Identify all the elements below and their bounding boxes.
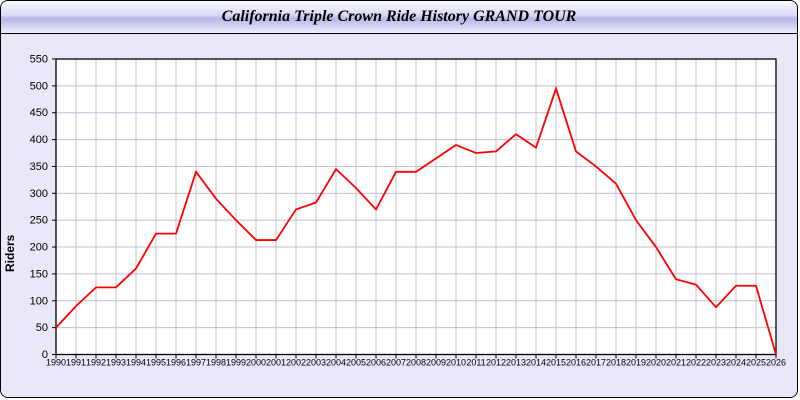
svg-text:2019: 2019 (626, 358, 646, 368)
svg-text:2018: 2018 (606, 358, 626, 368)
svg-text:1991: 1991 (66, 358, 86, 368)
svg-text:2025: 2025 (746, 358, 766, 368)
svg-text:2004: 2004 (326, 358, 346, 368)
svg-text:2016: 2016 (566, 358, 586, 368)
svg-text:2024: 2024 (726, 358, 746, 368)
svg-text:1990: 1990 (46, 358, 66, 368)
svg-text:300: 300 (30, 188, 48, 200)
svg-text:400: 400 (30, 134, 48, 146)
svg-text:500: 500 (30, 80, 48, 92)
svg-text:2023: 2023 (706, 358, 726, 368)
svg-text:2003: 2003 (306, 358, 326, 368)
svg-text:350: 350 (30, 161, 48, 173)
svg-text:1992: 1992 (86, 358, 106, 368)
svg-text:2007: 2007 (386, 358, 406, 368)
svg-text:1997: 1997 (186, 358, 206, 368)
svg-text:2014: 2014 (526, 358, 546, 368)
svg-text:150: 150 (30, 268, 48, 280)
svg-text:1998: 1998 (206, 358, 226, 368)
svg-text:2020: 2020 (646, 358, 666, 368)
svg-text:50: 50 (36, 322, 48, 334)
svg-text:250: 250 (30, 215, 48, 227)
svg-text:1999: 1999 (226, 358, 246, 368)
svg-text:2009: 2009 (426, 358, 446, 368)
svg-text:2001: 2001 (266, 358, 286, 368)
svg-text:200: 200 (30, 242, 48, 254)
svg-text:2017: 2017 (586, 358, 606, 368)
svg-text:2000: 2000 (246, 358, 266, 368)
svg-text:2021: 2021 (666, 358, 686, 368)
svg-text:550: 550 (30, 54, 48, 66)
svg-text:2008: 2008 (406, 358, 426, 368)
svg-text:100: 100 (30, 295, 48, 307)
svg-text:2002: 2002 (286, 358, 306, 368)
svg-text:2015: 2015 (546, 358, 566, 368)
svg-text:1993: 1993 (106, 358, 126, 368)
svg-text:2022: 2022 (686, 358, 706, 368)
svg-text:2006: 2006 (366, 358, 386, 368)
svg-text:1995: 1995 (146, 358, 166, 368)
svg-text:2026: 2026 (766, 358, 786, 368)
svg-text:1996: 1996 (166, 358, 186, 368)
svg-text:2012: 2012 (486, 358, 506, 368)
svg-text:1994: 1994 (126, 358, 146, 368)
svg-text:2013: 2013 (506, 358, 526, 368)
svg-text:450: 450 (30, 107, 48, 119)
svg-text:2010: 2010 (446, 358, 466, 368)
svg-text:2005: 2005 (346, 358, 366, 368)
svg-text:2011: 2011 (466, 358, 485, 368)
